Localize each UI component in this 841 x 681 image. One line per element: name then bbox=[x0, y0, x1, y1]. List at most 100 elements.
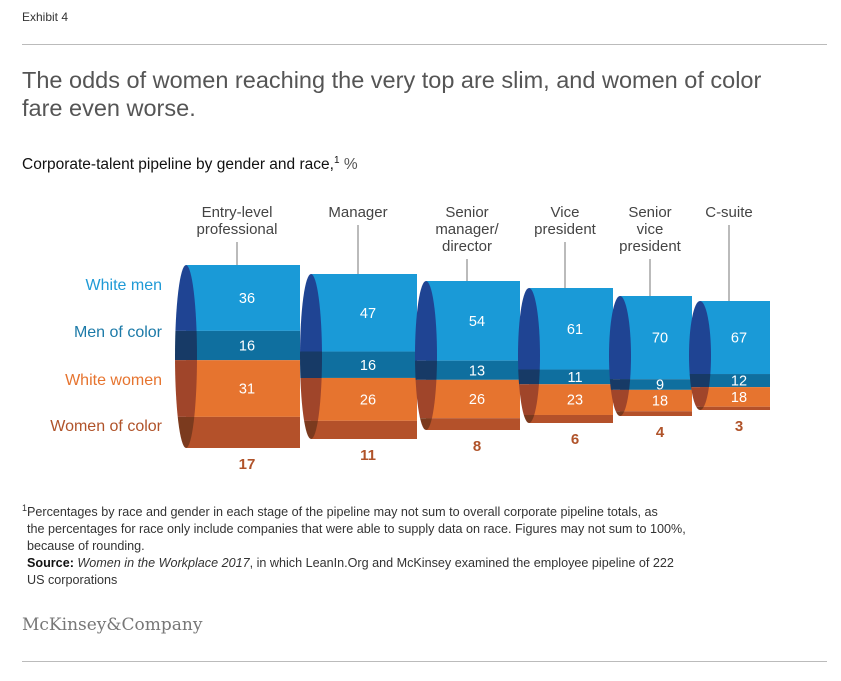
value-label-women-of-color-2: 8 bbox=[473, 438, 481, 455]
value-label-white-men-5: 67 bbox=[731, 331, 747, 347]
source-label: Source: bbox=[27, 556, 74, 571]
legend-women-of-color: Women of color bbox=[50, 418, 162, 435]
cap-white-women-0 bbox=[175, 360, 197, 417]
cap-white-men-0 bbox=[175, 265, 197, 331]
category-label-5: C-suite bbox=[705, 204, 753, 221]
cap-men-of-color-0 bbox=[175, 330, 197, 361]
value-label-men-of-color-2: 13 bbox=[469, 363, 485, 379]
title-line-1: The odds of women reaching the very top … bbox=[22, 67, 762, 93]
category-label-line: Senior bbox=[445, 204, 488, 221]
chart-subtitle: Corporate-talent pipeline by gender and … bbox=[22, 155, 358, 174]
bar-men-of-color-0 bbox=[186, 330, 300, 361]
cap-white-women-5 bbox=[691, 387, 709, 407]
bar-men-of-color-1 bbox=[311, 351, 417, 378]
cap-men-of-color-4 bbox=[609, 379, 631, 390]
bar-women-of-color-0 bbox=[186, 416, 300, 448]
value-label-men-of-color-1: 16 bbox=[360, 358, 376, 374]
footnote-mark: 1 bbox=[22, 503, 28, 513]
value-label-men-of-color-3: 11 bbox=[567, 370, 582, 386]
cap-men-of-color-3 bbox=[518, 369, 540, 385]
value-label-white-men-2: 54 bbox=[469, 314, 485, 330]
cap-white-women-1 bbox=[300, 377, 322, 421]
source-line-2: US corporations bbox=[27, 573, 118, 588]
bar-white-men-1 bbox=[311, 274, 417, 352]
value-label-white-women-3: 23 bbox=[567, 393, 583, 409]
category-label-line: president bbox=[619, 238, 682, 255]
cap-men-of-color-5 bbox=[689, 374, 711, 388]
footnote-line-2: the percentages for race only include co… bbox=[27, 522, 686, 537]
category-label-line: C-suite bbox=[705, 204, 753, 221]
source-line-1: Source: Women in the Workplace 2017, in … bbox=[22, 555, 812, 572]
bar-men-of-color-3 bbox=[529, 369, 613, 385]
cap-white-men-1 bbox=[300, 274, 322, 352]
bar-women-of-color-1 bbox=[311, 420, 417, 439]
cap-women-of-color-2 bbox=[420, 418, 432, 430]
cap-women-of-color-1 bbox=[304, 420, 318, 439]
bar-women-of-color-2 bbox=[426, 418, 520, 430]
bar-white-women-5 bbox=[700, 387, 770, 407]
category-label-line: president bbox=[534, 221, 597, 238]
value-label-women-of-color-4: 4 bbox=[656, 424, 665, 441]
cap-white-women-4 bbox=[610, 389, 630, 412]
bar-white-women-0 bbox=[186, 360, 300, 417]
mckinsey-logo: McKinsey&Company bbox=[22, 615, 203, 635]
bar-white-women-3 bbox=[529, 384, 613, 415]
bar-men-of-color-4 bbox=[620, 379, 692, 390]
bar-women-of-color-5 bbox=[700, 406, 770, 410]
value-label-men-of-color-0: 16 bbox=[239, 339, 255, 355]
bar-white-women-4 bbox=[620, 389, 692, 412]
value-label-women-of-color-3: 6 bbox=[571, 431, 579, 448]
source-rest-1: , in which LeanIn.Org and McKinsey exami… bbox=[249, 556, 674, 571]
bar-white-men-5 bbox=[700, 301, 770, 375]
top-rule bbox=[22, 44, 827, 45]
bottom-rule bbox=[22, 661, 827, 662]
source-title: Women in the Workplace 2017 bbox=[77, 556, 250, 571]
value-label-white-men-3: 61 bbox=[567, 322, 583, 338]
category-label-0: Entry-level professional bbox=[197, 204, 278, 238]
value-label-white-women-2: 26 bbox=[469, 392, 485, 408]
value-label-white-women-1: 26 bbox=[360, 392, 376, 408]
value-label-women-of-color-1: 11 bbox=[360, 447, 376, 464]
cap-white-men-3 bbox=[518, 288, 540, 370]
subtitle-note-mark: 1 bbox=[333, 155, 340, 166]
footnote-text-1: Percentages by race and gender in each s… bbox=[27, 505, 658, 520]
bar-white-men-4 bbox=[620, 296, 692, 380]
title-line-2: fare even worse. bbox=[22, 95, 196, 121]
cap-women-of-color-5 bbox=[696, 406, 704, 410]
value-label-white-women-0: 31 bbox=[239, 382, 255, 398]
cap-women-of-color-4 bbox=[615, 411, 625, 416]
category-label-line: professional bbox=[197, 221, 278, 238]
value-label-men-of-color-5: 12 bbox=[731, 374, 747, 390]
category-label-line: Senior bbox=[628, 204, 671, 221]
cap-women-of-color-0 bbox=[177, 416, 195, 448]
bar-white-men-3 bbox=[529, 288, 613, 370]
cap-white-men-2 bbox=[415, 281, 437, 361]
value-label-white-men-1: 47 bbox=[360, 306, 376, 322]
category-label-2: Senior manager/director bbox=[435, 204, 499, 255]
cap-white-men-4 bbox=[609, 296, 631, 380]
footnote: 1Percentages by race and gender in each … bbox=[22, 500, 812, 589]
category-label-line: Manager bbox=[328, 204, 387, 221]
category-label-line: vice bbox=[637, 221, 664, 238]
value-label-white-men-4: 70 bbox=[652, 331, 668, 347]
legend-men-of-color: Men of color bbox=[74, 324, 163, 341]
bar-white-women-1 bbox=[311, 377, 417, 421]
value-label-women-of-color-5: 3 bbox=[735, 418, 743, 435]
footnote-line-1: 1Percentages by race and gender in each … bbox=[22, 500, 812, 521]
bar-white-women-2 bbox=[426, 379, 520, 419]
cap-white-women-3 bbox=[519, 384, 539, 415]
bar-women-of-color-3 bbox=[529, 414, 613, 423]
subtitle-unit: % bbox=[343, 156, 358, 174]
cap-white-women-2 bbox=[415, 379, 437, 419]
value-label-white-men-0: 36 bbox=[239, 291, 255, 307]
category-label-line: Vice bbox=[551, 204, 580, 221]
chart-title: The odds of women reaching the very top … bbox=[22, 66, 822, 122]
exhibit-label: Exhibit 4 bbox=[22, 10, 69, 24]
category-label-line: manager/ bbox=[435, 221, 499, 238]
category-label-4: Senior vice president bbox=[619, 204, 682, 255]
legend-white-men: White men bbox=[86, 277, 162, 294]
cap-men-of-color-2 bbox=[415, 360, 437, 380]
bar-men-of-color-2 bbox=[426, 360, 520, 380]
footnote-line-3: because of rounding. bbox=[27, 539, 145, 554]
